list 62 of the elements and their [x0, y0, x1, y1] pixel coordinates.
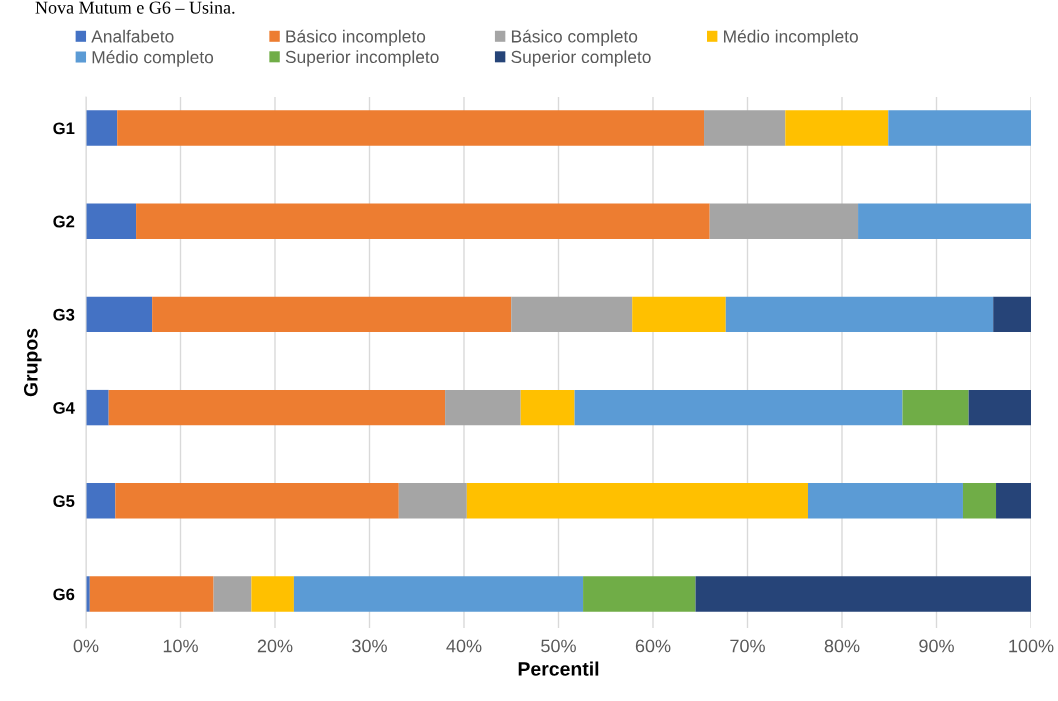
- x-tick-label: 60%: [635, 639, 671, 653]
- x-tick-label: 20%: [257, 639, 293, 653]
- bar: [993, 296, 1031, 333]
- bar: [86, 296, 153, 333]
- legend-label: Superior completo: [511, 50, 651, 67]
- bar: [466, 483, 808, 519]
- y-tick-label: G3: [53, 308, 75, 321]
- bar: [115, 483, 399, 519]
- bar: [725, 296, 994, 333]
- y-tick-label: G2: [53, 215, 75, 228]
- legend-label: Analfabeto: [91, 29, 174, 43]
- bar: [86, 203, 137, 239]
- bar: [86, 110, 118, 146]
- bar: [632, 296, 726, 333]
- x-tick-label: 30%: [352, 639, 387, 653]
- x-tick-label: 80%: [824, 639, 860, 653]
- bar: [511, 296, 633, 333]
- bar: [136, 203, 710, 239]
- text: Nova Mutum e G6 – Usina.: [35, 1, 235, 14]
- bar: [858, 203, 1031, 239]
- bar: [785, 110, 889, 146]
- y-tick-label: G5: [53, 495, 75, 507]
- legend-label: Superior incompleto: [285, 50, 439, 67]
- bar: [89, 576, 214, 612]
- bar: [709, 203, 859, 239]
- bar: [398, 483, 467, 519]
- bar: [968, 389, 1031, 426]
- y-tick-label: G1: [53, 122, 75, 135]
- x-tick-label: 70%: [730, 639, 765, 653]
- bar: [888, 110, 1031, 146]
- bar: [108, 389, 446, 426]
- bar: [902, 389, 969, 426]
- x-tick-label: 50%: [541, 639, 576, 653]
- bar: [695, 576, 1031, 612]
- bar: [807, 483, 963, 519]
- x-tick-label: 90%: [919, 639, 954, 653]
- bar: [86, 389, 109, 426]
- legend-label: Médio completo: [92, 50, 214, 67]
- x-tick-label: 0%: [73, 639, 99, 653]
- bar: [962, 483, 997, 519]
- bar: [152, 296, 512, 333]
- bar: [520, 389, 575, 426]
- bar: [251, 576, 294, 612]
- bar: [293, 576, 584, 612]
- bar: [996, 483, 1031, 519]
- bar: [213, 576, 252, 612]
- legend-label: Médio incompleto: [724, 29, 858, 47]
- y-axis-title: Grupos: [23, 328, 42, 397]
- bar: [574, 389, 903, 426]
- x-tick-label: 10%: [163, 639, 198, 653]
- x-axis-title: Percentil: [518, 661, 599, 676]
- legend-label: Básico incompleto: [286, 29, 426, 47]
- bar: [445, 389, 521, 426]
- x-tick-label: 100%: [1009, 639, 1054, 653]
- bar: [117, 110, 705, 146]
- bar: [583, 576, 696, 612]
- bar: [704, 110, 786, 146]
- y-tick-label: G4: [53, 402, 75, 414]
- x-tick-label: 40%: [446, 639, 482, 653]
- bar: [86, 483, 116, 519]
- y-tick-label: G6: [53, 588, 75, 601]
- legend-label: Básico completo: [511, 29, 638, 47]
